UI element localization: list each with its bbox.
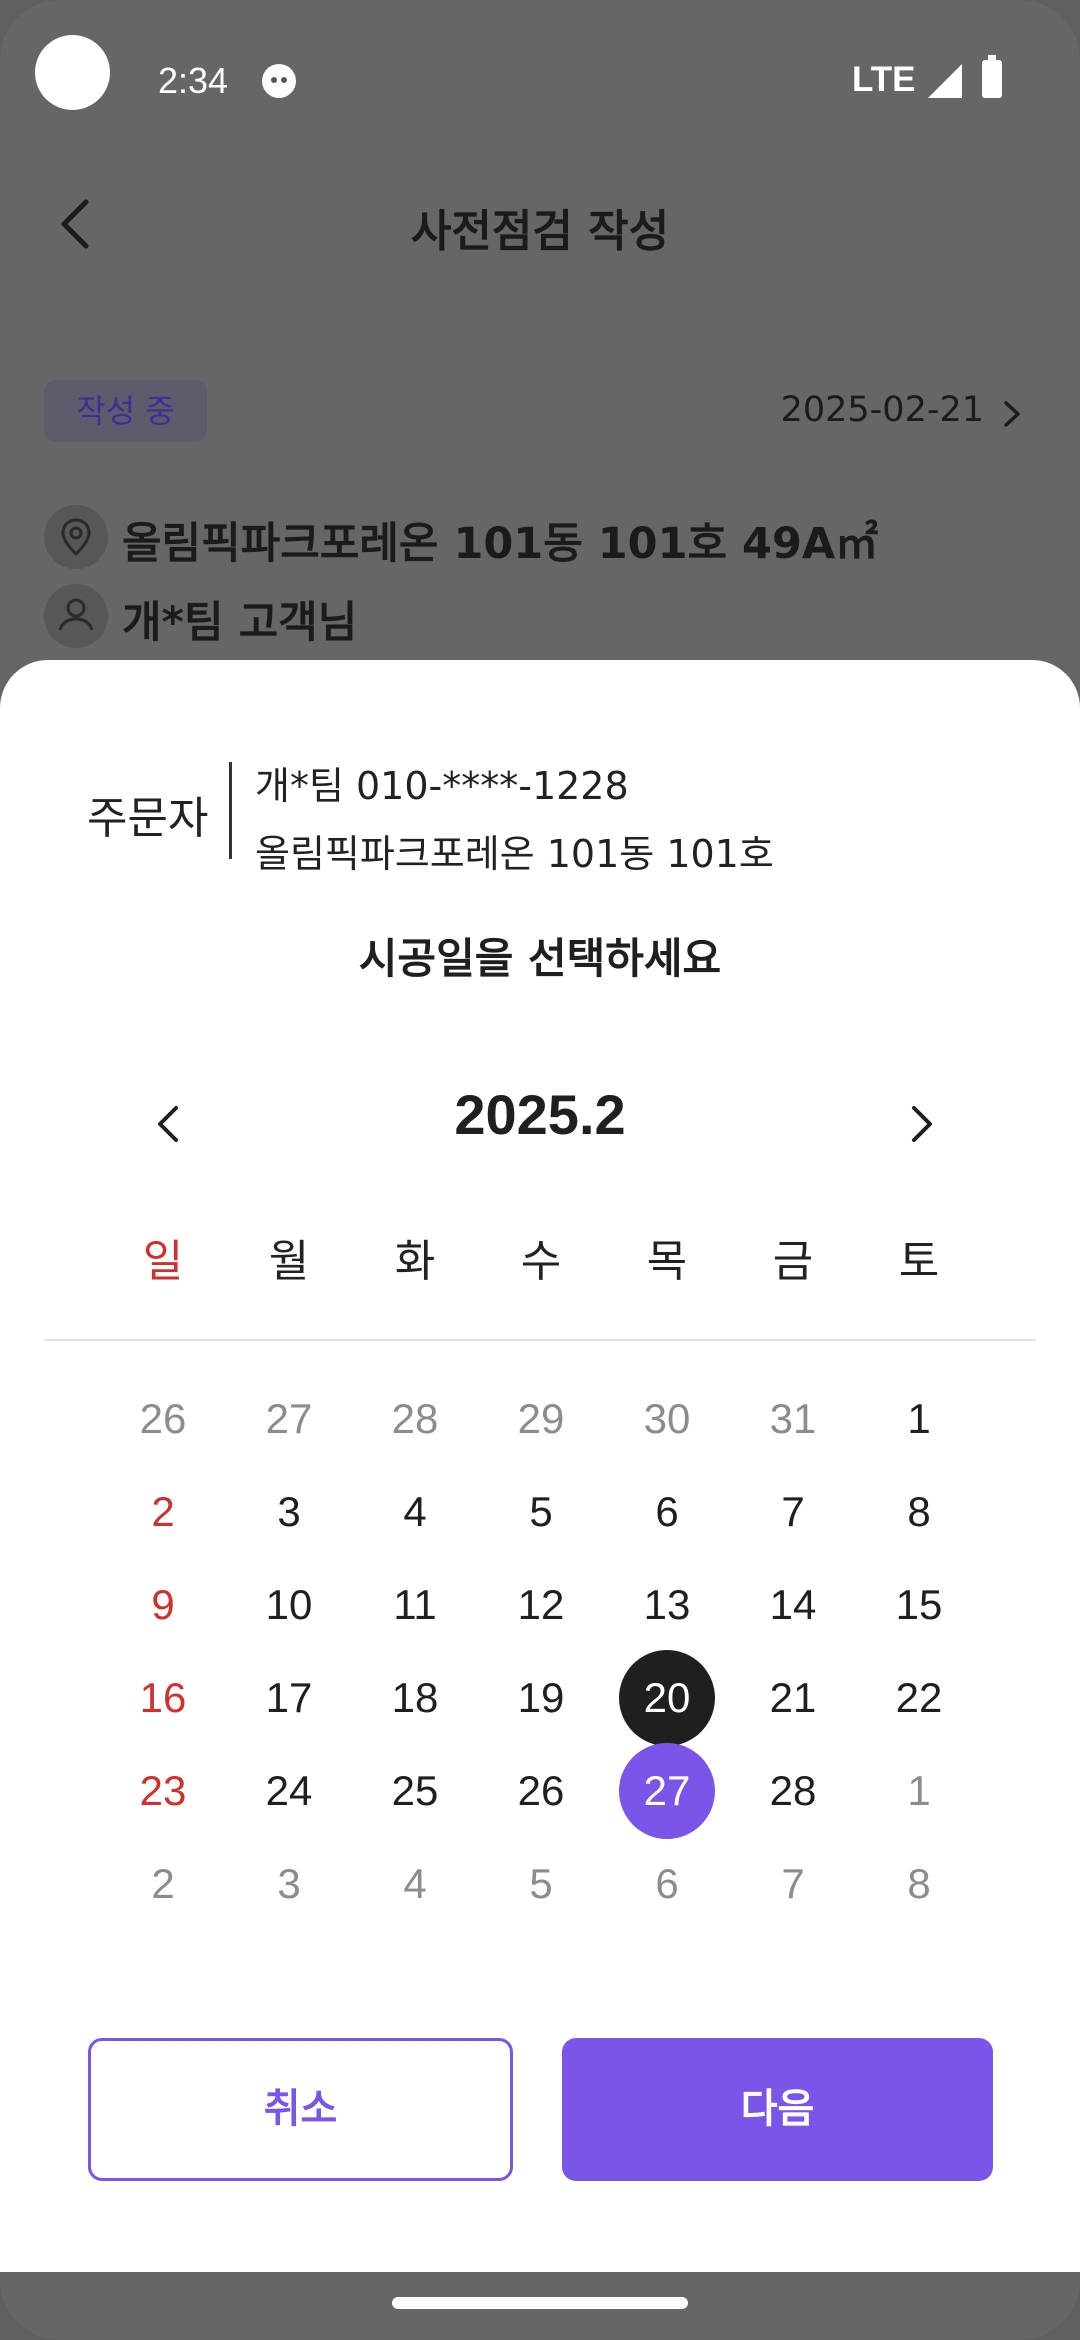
next-month-icon[interactable] (902, 1096, 942, 1152)
calendar-day[interactable]: 14 (769, 1581, 817, 1628)
calendar-day-other-month[interactable]: 5 (529, 1860, 553, 1907)
weekday-thursday: 목 (646, 1236, 688, 1287)
calendar-day[interactable]: 25 (391, 1767, 439, 1814)
camera-cutout (35, 35, 110, 110)
battery-icon (982, 55, 1002, 98)
calendar-day[interactable]: 6 (655, 1488, 679, 1535)
calendar-day[interactable]: 4 (403, 1488, 427, 1535)
calendar-day[interactable]: 8 (907, 1488, 931, 1535)
next-button[interactable]: 다음 (562, 2038, 993, 2181)
calendar-day-sunday[interactable]: 2 (151, 1488, 175, 1535)
calendar-day[interactable]: 15 (895, 1581, 943, 1628)
address-text: 올림픽파크포레온 101동 101호 49A㎡ (122, 519, 879, 569)
calendar-day[interactable]: 3 (277, 1488, 301, 1535)
calendar-day-sunday[interactable]: 23 (139, 1767, 187, 1814)
calendar-day-other-month[interactable]: 28 (391, 1395, 439, 1442)
calendar-day-other-month[interactable]: 6 (655, 1860, 679, 1907)
calendar-day[interactable]: 13 (643, 1581, 691, 1628)
weekday-tuesday: 화 (394, 1236, 436, 1287)
calendar-day[interactable]: 17 (265, 1674, 313, 1721)
calendar-day[interactable]: 7 (781, 1488, 805, 1535)
vertical-divider (229, 762, 232, 859)
calendar-day-other-month[interactable]: 27 (265, 1395, 313, 1442)
orderer-label: 주문자 (87, 793, 209, 844)
signal-icon (928, 64, 962, 98)
person-icon (44, 584, 108, 648)
weekday-saturday: 토 (898, 1236, 940, 1287)
calendar-day-other-month[interactable]: 1 (907, 1767, 931, 1814)
chevron-right-icon (1004, 401, 1020, 427)
calendar-day[interactable]: 1 (907, 1395, 931, 1442)
calendar-day[interactable]: 26 (517, 1767, 565, 1814)
date-picker-sheet: 주문자 개*팀 010-****-1228 올림픽파크포레온 101동 101호… (0, 660, 1080, 2272)
network-type: LTE (852, 60, 916, 99)
weekday-friday: 금 (772, 1236, 814, 1287)
select-date-prompt: 시공일을 선택하세요 (358, 934, 722, 983)
page-title: 사전점검 작성 (410, 206, 670, 257)
calendar-day[interactable]: 12 (517, 1581, 565, 1628)
home-indicator[interactable] (392, 2297, 688, 2309)
calendar-day-other-month[interactable]: 4 (403, 1860, 427, 1907)
calendar-day[interactable]: 28 (769, 1767, 817, 1814)
location-pin-icon (44, 505, 108, 569)
weekday-sunday: 일 (142, 1236, 184, 1287)
calendar-day[interactable]: 19 (517, 1674, 565, 1721)
calendar-day-other-month[interactable]: 8 (907, 1860, 931, 1907)
calendar-divider (44, 1339, 1036, 1341)
calendar-day[interactable]: 11 (393, 1581, 437, 1628)
calendar-day[interactable]: 24 (265, 1767, 313, 1814)
calendar-day-other-month[interactable]: 29 (517, 1395, 565, 1442)
weekday-wednesday: 수 (520, 1236, 562, 1287)
orderer-address: 올림픽파크포레온 101동 101호 (255, 832, 774, 876)
calendar-day[interactable]: 21 (769, 1674, 817, 1721)
calendar-day-sunday[interactable]: 16 (139, 1674, 187, 1721)
month-label: 2025.2 (454, 1083, 626, 1146)
calendar-day-other-month[interactable]: 3 (277, 1860, 301, 1907)
calendar-day-other-month[interactable]: 31 (769, 1395, 817, 1442)
calendar-day[interactable]: 22 (895, 1674, 943, 1721)
calendar-day-other-month[interactable]: 7 (781, 1860, 805, 1907)
previous-month-icon[interactable] (148, 1096, 188, 1152)
calendar-day-selected[interactable]: 27 (619, 1743, 715, 1839)
calendar-day[interactable]: 18 (391, 1674, 439, 1721)
calendar-day-other-month[interactable]: 30 (643, 1395, 691, 1442)
cancel-button[interactable]: 취소 (88, 2038, 513, 2181)
calendar-day-sunday[interactable]: 9 (151, 1581, 175, 1628)
inspection-date: 2025-02-21 (780, 390, 984, 430)
calendar-day-other-month[interactable]: 26 (139, 1395, 187, 1442)
customer-name: 개*팀 고객님 (122, 598, 358, 648)
status-time: 2:34 (158, 60, 229, 101)
weekday-header: 일 월 화 수 목 금 토 (100, 1225, 939, 1287)
calendar-day-today[interactable]: 20 (619, 1650, 715, 1746)
calendar-grid: 26 27 28 29 30 31 1 2 3 4 5 6 7 8 9 10 1… (0, 660, 1080, 1960)
status-bar: 2:34 LTE (0, 0, 1080, 140)
calendar-day[interactable]: 5 (529, 1488, 553, 1535)
back-arrow-icon[interactable] (56, 196, 96, 252)
app-notification-icon (262, 64, 296, 98)
calendar-day[interactable]: 10 (265, 1581, 313, 1628)
calendar-day-other-month[interactable]: 2 (151, 1860, 175, 1907)
status-badge: 작성 중 (44, 380, 207, 442)
orderer-contact: 개*팀 010-****-1228 (255, 764, 629, 808)
weekday-monday: 월 (268, 1236, 310, 1287)
